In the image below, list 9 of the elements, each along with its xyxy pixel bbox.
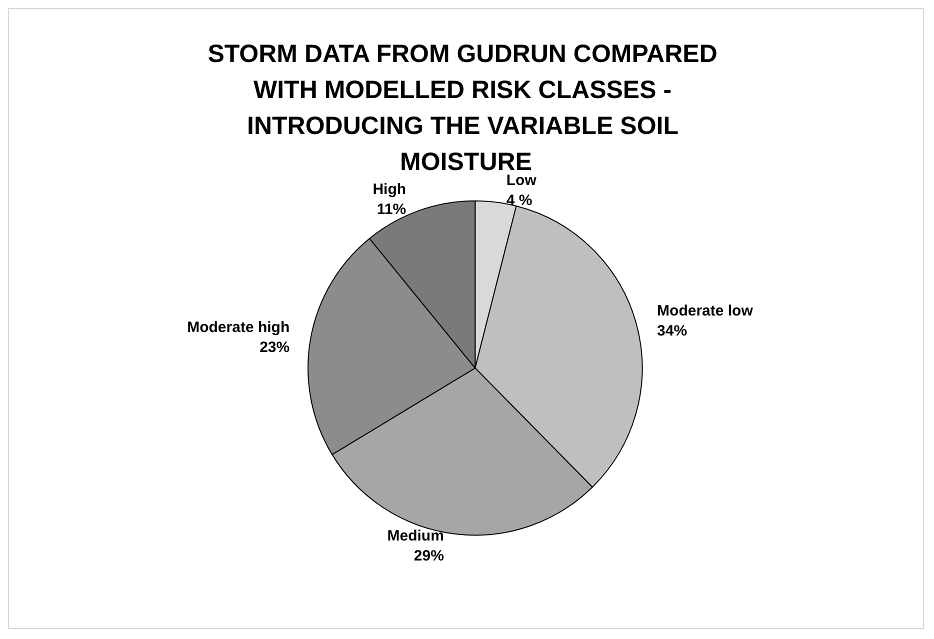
data-label: 4 % (506, 192, 532, 209)
data-label: 34% (657, 322, 688, 340)
data-label: 29% (414, 547, 444, 564)
data-label: 23% (260, 339, 290, 356)
slice-label: High (372, 180, 406, 198)
slice-label: Medium (387, 527, 444, 544)
slice-label: Moderate high (187, 319, 290, 336)
slice-label: Moderate low (657, 302, 754, 320)
data-label: 11% (376, 200, 406, 218)
